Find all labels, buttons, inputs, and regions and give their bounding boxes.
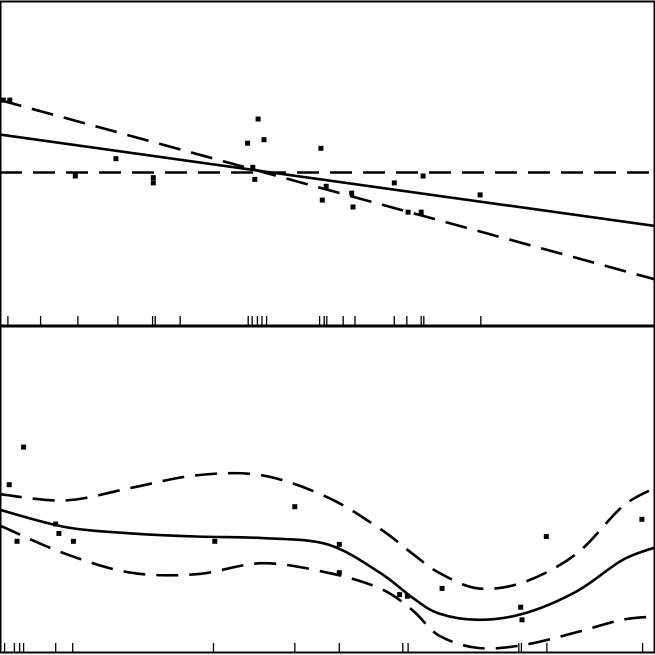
data-point — [420, 173, 426, 179]
data-point — [292, 504, 298, 510]
data-point — [70, 538, 76, 544]
data-point — [336, 570, 342, 576]
data-point — [6, 482, 12, 488]
plot-area — [0, 97, 655, 326]
data-point — [252, 176, 258, 182]
panel-top — [0, 0, 655, 327]
data-point — [72, 173, 78, 179]
data-point — [255, 116, 261, 122]
data-point — [323, 183, 329, 189]
data-point — [349, 190, 355, 196]
data-point — [53, 521, 59, 527]
data-point — [405, 209, 411, 215]
data-point — [318, 145, 324, 151]
dashed-line-0 — [0, 471, 655, 591]
data-point — [7, 97, 13, 103]
data-point — [439, 585, 445, 591]
data-point — [397, 592, 403, 598]
data-point — [14, 538, 20, 544]
data-point — [477, 192, 483, 198]
data-point — [418, 209, 424, 215]
data-point — [639, 516, 645, 522]
data-point — [0, 97, 6, 103]
data-point — [245, 140, 251, 146]
data-point — [543, 534, 549, 539]
dashed-line-0 — [0, 98, 655, 281]
data-point — [261, 137, 267, 143]
data-point — [113, 156, 119, 162]
solid-line-1 — [0, 133, 655, 228]
data-point — [519, 617, 525, 623]
data-point — [404, 593, 410, 599]
plot-area — [0, 444, 655, 653]
dashed-line-2 — [0, 524, 655, 650]
data-point — [250, 164, 256, 170]
data-point — [56, 530, 62, 536]
data-point — [336, 541, 342, 547]
data-point — [212, 538, 218, 544]
data-point — [150, 180, 156, 186]
data-point — [319, 197, 325, 203]
solid-line-1 — [0, 508, 655, 622]
data-point — [391, 180, 397, 186]
data-point — [21, 444, 27, 450]
data-point — [150, 175, 156, 181]
data-point — [350, 204, 356, 210]
data-point — [518, 604, 524, 610]
